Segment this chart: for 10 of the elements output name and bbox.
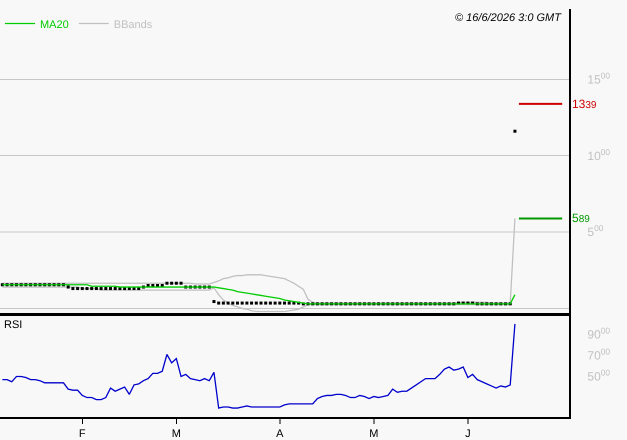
x-tick-label: J xyxy=(465,428,471,440)
x-tick-label: F xyxy=(78,428,86,440)
x-tick-label: M xyxy=(172,428,181,440)
y-tick-label: 90$^{00}$ xyxy=(587,326,610,342)
y-tick-label: 5$^{00}$ xyxy=(587,223,604,240)
x-tick-label: A xyxy=(276,428,284,440)
chart-title: RSI xyxy=(4,319,22,331)
x-tick-label: M xyxy=(369,428,378,440)
y-tick-label: 70$^{00}$ xyxy=(587,346,610,363)
y-tick-label: 50$^{00}$ xyxy=(587,368,610,384)
